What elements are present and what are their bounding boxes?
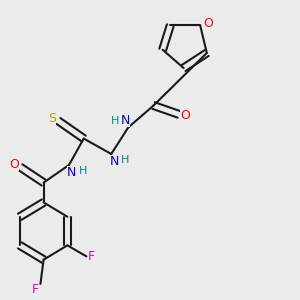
Text: H: H — [79, 167, 87, 176]
Text: O: O — [203, 17, 213, 30]
Text: N: N — [121, 114, 130, 127]
Text: H: H — [121, 155, 130, 165]
Text: S: S — [48, 112, 56, 125]
Text: N: N — [67, 166, 76, 179]
Text: H: H — [111, 116, 119, 126]
Text: F: F — [88, 250, 95, 263]
Text: F: F — [32, 283, 39, 296]
Text: N: N — [110, 155, 119, 168]
Text: O: O — [180, 109, 190, 122]
Text: O: O — [9, 158, 19, 171]
